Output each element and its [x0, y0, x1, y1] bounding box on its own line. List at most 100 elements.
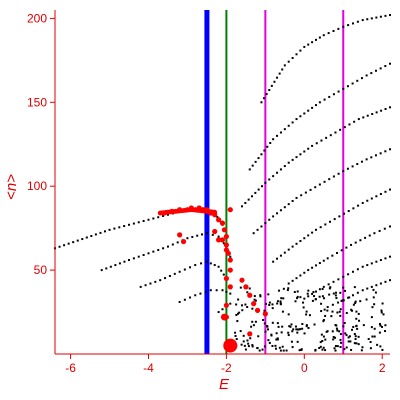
- scatter-point: [196, 234, 199, 237]
- scatter-point: [183, 268, 186, 271]
- scatter-point: [276, 76, 279, 79]
- scatter-point: [118, 226, 121, 229]
- scatter-point: [384, 14, 387, 17]
- scatter-point: [263, 97, 266, 100]
- scatter-point: [268, 218, 271, 221]
- scatter-point: [278, 72, 281, 75]
- scatter-point: [334, 349, 337, 352]
- scatter-point: [338, 310, 341, 313]
- scatter-point: [356, 79, 359, 82]
- scatter-point: [236, 320, 239, 323]
- scatter-point: [319, 226, 322, 229]
- scatter-point: [303, 237, 306, 240]
- scatter-point: [296, 297, 299, 300]
- scatter-point: [321, 340, 324, 343]
- scatter-point: [332, 280, 335, 283]
- scatter-point: [321, 295, 324, 298]
- scatter-point: [314, 104, 317, 107]
- scatter-point: [260, 225, 263, 228]
- scatter-point: [318, 36, 321, 39]
- scatter-point: [259, 294, 262, 297]
- scatter-point: [132, 257, 135, 260]
- scatter-point: [215, 289, 218, 292]
- scatter-point: [295, 53, 298, 56]
- y-tick-label: 200: [27, 11, 47, 25]
- scatter-point: [380, 311, 383, 314]
- scatter-point: [373, 327, 376, 330]
- scatter-point: [162, 247, 165, 250]
- scatter-point: [276, 300, 279, 303]
- scatter-point: [340, 249, 343, 252]
- scatter-point: [286, 289, 289, 292]
- scatter-point: [332, 292, 335, 295]
- scatter-point: [266, 145, 269, 148]
- scatter-point: [361, 346, 364, 349]
- scatter-point: [114, 264, 117, 267]
- scatter-point: [221, 289, 224, 292]
- scatter-point: [171, 243, 174, 246]
- scatter-point: [323, 308, 326, 311]
- scatter-point: [365, 158, 368, 161]
- scatter-point: [152, 250, 155, 253]
- scatter-point: [259, 295, 262, 298]
- scatter-point: [263, 345, 266, 348]
- scatter-point: [326, 306, 329, 309]
- scatter-point: [279, 168, 282, 171]
- scatter-point: [352, 303, 355, 306]
- scatter-point: [293, 291, 296, 294]
- scatter-point: [132, 222, 135, 225]
- scatter-point: [295, 196, 298, 199]
- scatter-point: [320, 302, 323, 305]
- scatter-point: [355, 324, 358, 327]
- scatter-point: [99, 231, 102, 234]
- scatter-point: [248, 287, 251, 290]
- scatter-point: [240, 205, 243, 208]
- scatter-point: [328, 293, 331, 296]
- scatter-point: [354, 301, 357, 304]
- scatter-point: [343, 348, 346, 351]
- scatter-point: [325, 136, 328, 139]
- scatter-point: [246, 339, 249, 342]
- scatter-point: [313, 295, 316, 298]
- highlight-point: [223, 233, 229, 240]
- scatter-point: [261, 348, 264, 351]
- scatter-point: [272, 260, 275, 263]
- scatter-point: [247, 342, 250, 345]
- scatter-point: [354, 241, 357, 244]
- scatter-point: [242, 334, 245, 337]
- scatter-point: [287, 203, 290, 206]
- scatter-point: [277, 289, 280, 292]
- scatter-point: [373, 335, 376, 338]
- x-axis-label: E: [219, 376, 230, 393]
- scatter-point: [303, 112, 306, 115]
- highlight-point: [221, 227, 228, 233]
- scatter-point: [209, 289, 212, 292]
- scatter-point: [322, 259, 325, 262]
- scatter-point: [336, 251, 339, 254]
- scatter-point: [287, 248, 290, 251]
- scatter-point: [283, 251, 286, 254]
- scatter-point: [350, 243, 353, 246]
- y-tick-label: 50: [34, 263, 48, 277]
- scatter-point: [374, 69, 377, 72]
- scatter-point: [357, 118, 360, 121]
- scatter-point: [370, 72, 373, 75]
- scatter-point: [257, 335, 260, 338]
- scatter-point: [276, 171, 279, 174]
- scatter-point: [103, 230, 106, 233]
- scatter-point: [332, 29, 335, 32]
- scatter-point: [276, 134, 279, 137]
- scatter-point: [372, 296, 375, 299]
- scatter-point: [311, 41, 314, 44]
- scatter-point: [244, 201, 247, 204]
- scatter-point: [339, 345, 342, 348]
- scatter-point: [353, 120, 356, 123]
- scatter-point: [275, 332, 278, 335]
- scatter-point: [314, 290, 317, 293]
- scatter-point: [344, 289, 347, 292]
- scatter-point: [225, 290, 228, 293]
- scatter-point: [354, 338, 357, 341]
- scatter-point: [381, 302, 384, 305]
- scatter-point: [343, 126, 346, 129]
- scatter-point: [347, 296, 350, 299]
